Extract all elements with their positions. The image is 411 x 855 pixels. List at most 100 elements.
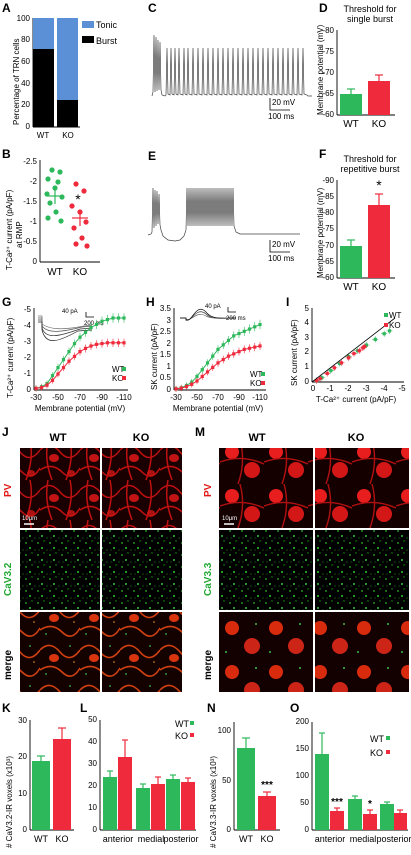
mean-b-ko [72, 210, 88, 226]
panel-a-ylabel: Percentage of TRN cells [12, 38, 21, 125]
point-h-ko [179, 386, 183, 390]
panel-m: M WT KO PV CaV3.3 merge 10μm [195, 425, 409, 692]
point-g-wt [83, 330, 88, 334]
point-h-wt [205, 361, 210, 365]
panel-h-xtick: -110 [252, 393, 268, 402]
panel-i-xlabel: T-Ca²⁺ current (pA/pF) [316, 395, 397, 404]
panel-k-group-wt: WT [34, 834, 48, 844]
image-m-cav-ko [315, 530, 409, 610]
point-h-ko [205, 370, 210, 374]
point-h-wt [253, 325, 257, 329]
panel-n-star: *** [261, 780, 273, 791]
point-g-ko [34, 386, 38, 390]
point-i-ko [318, 376, 322, 381]
point-i-wt [320, 376, 324, 380]
point-h-wt [221, 343, 225, 347]
panel-o-tick: 100 [296, 771, 310, 780]
point-i-ko [314, 378, 319, 383]
panel-h-legend-wt-swatch [261, 372, 265, 376]
image-j-cav-wt [20, 530, 100, 610]
panel-i-legend-wt: WT [389, 311, 402, 320]
panel-h-ytick: 0.5 [160, 373, 172, 382]
panel-h-series [174, 319, 262, 392]
point-h-ko [211, 365, 215, 370]
point-g-wt [100, 319, 104, 323]
panel-b-tick: -2 [30, 177, 38, 186]
panel-o-group-anterior: anterior [315, 834, 346, 844]
panel-l-legend-ko: KO [175, 731, 188, 741]
panel-h-inset: 40 pA 200 ms [180, 304, 246, 322]
panel-j-scale: 10μm [22, 516, 37, 522]
panel-d-tick: -70 [322, 68, 334, 77]
panel-i-ytick: 4 [305, 318, 310, 327]
panel-i-ylabel: SK current (pA/pF) [290, 319, 299, 386]
panel-d-tick: -60 [322, 110, 334, 119]
panel-d-title2: single burst [347, 14, 394, 24]
bar-k-wt [32, 761, 50, 830]
point-h-ko [242, 347, 246, 351]
panel-g-xtick: -30 [30, 393, 42, 402]
image-j-cav-ko [102, 530, 182, 610]
point-h-ko [232, 352, 236, 356]
panel-h-ytick: 2.5 [160, 327, 172, 336]
panel-g-series [34, 313, 126, 392]
panel-h-ytick: 2 [167, 339, 172, 348]
bar-o-medial-wt [348, 799, 362, 830]
bar-a-ko-tonic [57, 18, 78, 100]
panel-h-ytick: 1.5 [160, 350, 172, 359]
panel-f-ylabel: Membrane potential (mV) [316, 187, 325, 278]
panel-i-fit-line [311, 317, 396, 383]
point-h-ko [237, 350, 241, 354]
panel-f-tick: -65 [322, 257, 334, 266]
point-g-wt [111, 316, 115, 320]
point-g-ko [122, 341, 126, 345]
panel-o-tick: 200 [296, 717, 310, 726]
point-h-wt [211, 354, 215, 358]
panel-j-col-ko: KO [133, 432, 150, 444]
point-g-ko [67, 359, 71, 363]
panel-k-tick: 30 [18, 716, 27, 725]
panel-a-tick-60: 60 [21, 57, 30, 66]
panel-g-ylabel: T-Ca²⁺ current (pA/pF) [6, 317, 15, 398]
panel-g-inset: 40 pA 200 ms [38, 309, 104, 341]
panel-g-legend-wt-swatch [122, 367, 126, 371]
panel-g-xtick: -50 [52, 393, 64, 402]
panel-a-group-ko: KO [62, 131, 74, 140]
panel-i-xtick: 0 [311, 384, 316, 393]
bar-o-medial-ko [363, 814, 377, 830]
panel-o-legend-ko-swatch [386, 750, 390, 754]
dots-b-ko [69, 181, 90, 249]
panel-b-label: B [2, 147, 11, 161]
panel-h-inset-time: 200 ms [226, 316, 246, 322]
panel-b-tick: -0.5 [23, 237, 37, 246]
panel-o-legend-wt-swatch [386, 736, 390, 740]
panel-b-tick: -2.5 [23, 157, 37, 166]
panel-n-tick: 50 [222, 776, 231, 785]
point-g-wt [89, 326, 93, 330]
panel-j: J WT KO PV CaV3.2 merge 10μm [2, 425, 182, 692]
panel-f-tick: -75 [322, 224, 334, 233]
bar-o-posterior-wt [380, 804, 394, 830]
panel-a-tick-40: 40 [21, 79, 30, 88]
panel-j-row-pv: PV [3, 483, 14, 497]
panel-i-ytick: 5 [305, 304, 310, 313]
panel-l-group-posterior: posterior [163, 834, 198, 844]
panel-i-legend-ko: KO [389, 321, 401, 330]
panel-i-legend-ko-swatch [384, 323, 388, 327]
panel-n-group-ko: KO [260, 834, 273, 844]
panel-g-xtick: -70 [74, 393, 86, 402]
panel-b-tick: 0 [33, 257, 38, 266]
panel-n-tick: 0 [227, 825, 232, 834]
panel-m-row-pv: PV [203, 483, 214, 497]
panel-a-tick-80: 80 [21, 35, 30, 44]
point-i-ko [361, 346, 365, 350]
point-g-wt [56, 366, 60, 370]
point-g-ko [94, 342, 99, 346]
panel-n-group-wt: WT [239, 834, 253, 844]
point-h-wt [258, 322, 262, 327]
panel-m-row-cav: CaV3.3 [203, 562, 214, 596]
panel-b-group-wt: WT [47, 267, 63, 278]
image-m-merge-ko [315, 612, 409, 692]
point-i-ko [332, 366, 336, 370]
